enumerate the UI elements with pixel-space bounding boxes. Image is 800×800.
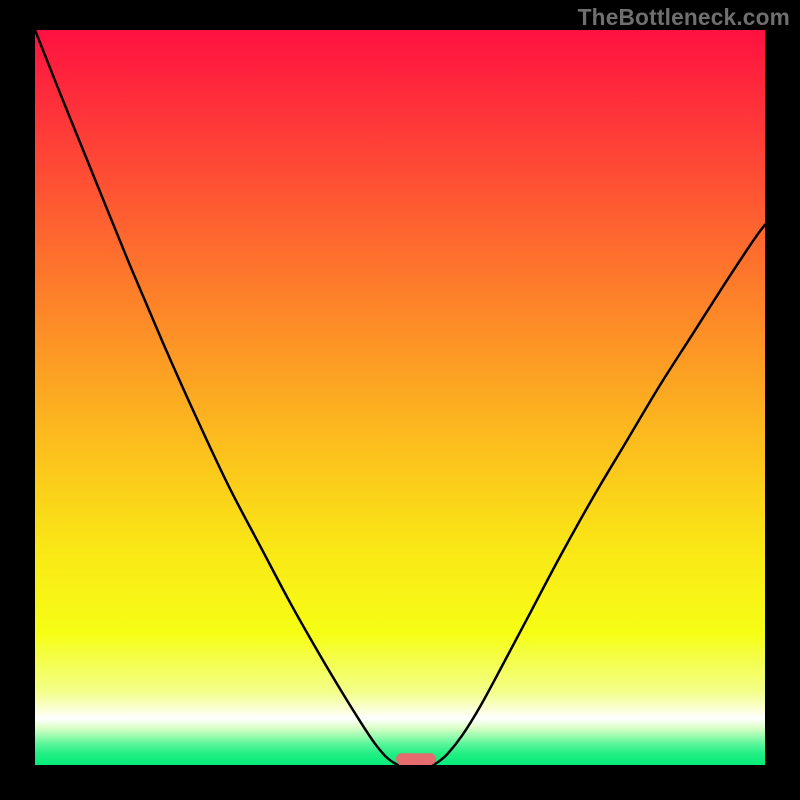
watermark-text: TheBottleneck.com: [578, 4, 790, 31]
stage: TheBottleneck.com: [0, 0, 800, 800]
chart-svg: [0, 0, 800, 800]
optimum-marker: [396, 753, 436, 765]
gradient-background: [35, 30, 765, 765]
